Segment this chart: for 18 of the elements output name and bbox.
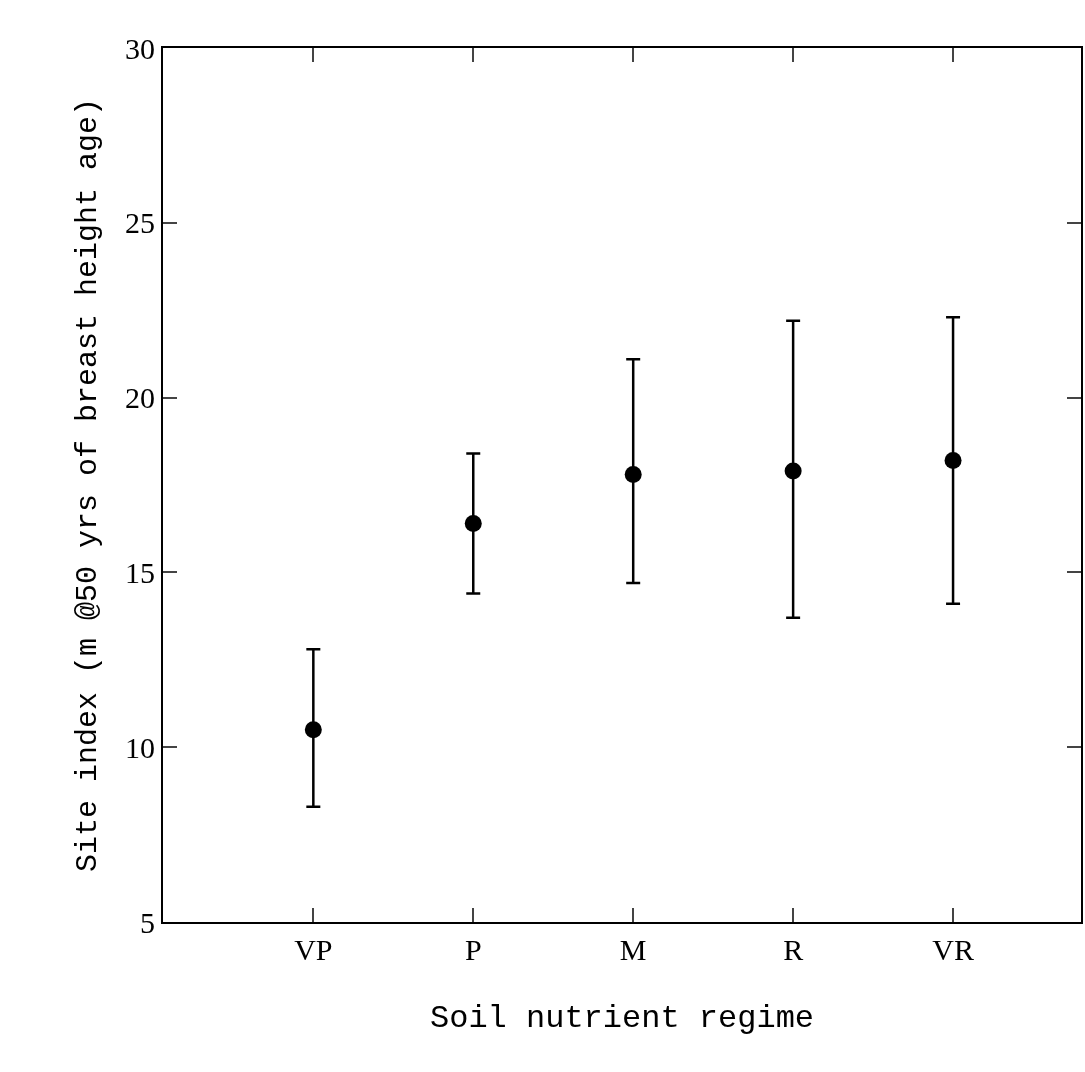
x-tick-label: VP [294,933,333,966]
y-tick-label: 10 [125,730,155,764]
x-tick-label: VR [932,933,974,966]
y-tick-label: 25 [125,206,155,240]
x-tick-label: R [783,933,804,966]
x-axis-title: Soil nutrient regime [429,1000,815,1038]
x-tick-label: P [464,933,482,966]
y-axis-title: Site index (m @50 yrs of breast height age) [70,97,105,873]
y-tick-label: 15 [125,555,155,589]
y-tick-label: 5 [140,905,155,939]
x-tick-label: M [619,933,647,966]
y-tick-label: 30 [125,31,155,65]
point [624,466,642,483]
point [464,514,482,532]
point [784,462,802,480]
y-tick-label: 20 [125,381,155,415]
point [304,721,322,739]
point [944,452,962,470]
